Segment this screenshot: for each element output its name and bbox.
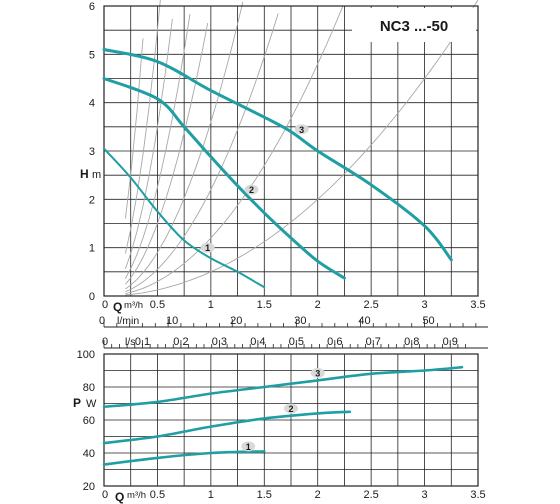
head-chart: 0 1 2 3 4 5 6 H m 0 0.5 1 1.5 2 2.5 3 3.5 Q m³/h 1 2 3 xyxy=(80,0,486,314)
x-tick-label: 2.5 xyxy=(363,299,378,311)
x-axis-label: Q xyxy=(113,300,122,314)
y-tick-label: 60 xyxy=(83,415,95,427)
series-2-label: 2 xyxy=(288,404,293,414)
ls-tick-label: 0.2 xyxy=(173,336,188,348)
chart-title-group: NC3 ...-50 xyxy=(352,8,476,42)
x-tick-label: 3 xyxy=(422,489,428,501)
series-2-line xyxy=(102,410,352,445)
y-tick-label: 0 xyxy=(89,291,95,303)
ls-tick-label: 0.9 xyxy=(443,336,458,348)
y-tick-label: 40 xyxy=(83,448,95,460)
power-chart: 20 40 60 80 100 P W 0 0.5 1 1.5 2 2.5 3 3.5 Q m³/h 1 2 3 xyxy=(73,349,486,504)
series-3-label: 3 xyxy=(315,368,320,378)
plot-frame xyxy=(103,353,479,487)
series-badge xyxy=(284,403,298,414)
series-badge xyxy=(294,124,309,135)
system-curve xyxy=(124,38,144,219)
series-1-label: 1 xyxy=(205,243,210,253)
x-axis-label: Q xyxy=(115,490,124,504)
ls-tick-label: 0.8 xyxy=(404,336,419,348)
ls-tick-label: 0 xyxy=(102,336,108,348)
x-tick-label: 3.5 xyxy=(470,489,485,501)
lmin-tick-label: 50 xyxy=(422,315,434,327)
x-tick-label: 2 xyxy=(315,489,321,501)
y-tick-label: 5 xyxy=(89,49,95,61)
chart-title: NC3 ...-50 xyxy=(380,18,448,35)
system-curve xyxy=(125,23,209,285)
x-tick-label: 3 xyxy=(422,299,428,311)
y-tick-label: 100 xyxy=(77,349,95,361)
y-tick-label: 6 xyxy=(89,1,95,13)
series-2-line xyxy=(102,77,346,280)
x-tick-label: 3.5 xyxy=(470,299,485,311)
system-curve xyxy=(124,0,161,254)
y-tick-label: 80 xyxy=(83,382,95,394)
series-3-line xyxy=(102,48,453,262)
system-curve xyxy=(125,13,279,293)
y-tick-label: 4 xyxy=(89,98,95,110)
lmin-tick-label: 30 xyxy=(294,315,306,327)
ls-tick-label: 0.7 xyxy=(366,336,381,348)
lmin-tick-label: 10 xyxy=(166,315,178,327)
y-axis-unit: W xyxy=(86,398,97,410)
ls-tick-label: 0.1 xyxy=(135,336,150,348)
x-tick-label: 1.5 xyxy=(257,299,272,311)
x-tick-label: 1 xyxy=(208,299,214,311)
series-2-label: 2 xyxy=(249,185,254,195)
x-tick-label: 0.5 xyxy=(150,489,165,501)
x-axis-unit: m³/h xyxy=(127,490,146,501)
system-curve xyxy=(125,0,479,296)
lmin-tick-label: 20 xyxy=(230,315,242,327)
series-badge xyxy=(310,367,325,378)
series-1-label: 1 xyxy=(246,442,251,452)
y-axis-unit: m xyxy=(92,169,101,181)
series-3-label: 3 xyxy=(299,125,304,135)
series-badge xyxy=(241,441,256,452)
x-tick-label: 1 xyxy=(208,489,214,501)
ls-unit-label: l/s xyxy=(125,336,136,348)
x-tick-label: 0.5 xyxy=(150,299,165,311)
title-backdrop xyxy=(352,8,476,42)
lmin-unit-label: l/min xyxy=(117,315,139,327)
y-axis-label: H xyxy=(80,167,89,181)
y-tick-label: 1 xyxy=(89,243,95,255)
system-curve xyxy=(125,1,244,290)
ls-tick-label: 0.4 xyxy=(250,336,265,348)
x-tick-label: 2.5 xyxy=(363,489,378,501)
ls-tick-label: 0.5 xyxy=(289,336,304,348)
x-tick-label: 0 xyxy=(102,299,108,311)
x-tick-label: 2 xyxy=(315,299,321,311)
y-axis-label: P xyxy=(73,396,81,410)
series-1-line xyxy=(103,147,266,289)
system-curve xyxy=(124,18,173,270)
x-tick-label: 0 xyxy=(102,489,108,501)
y-tick-label: 3 xyxy=(89,146,95,158)
system-curve xyxy=(125,6,344,295)
series-1-line xyxy=(102,450,266,466)
lmin-tick-label: 0 xyxy=(99,315,105,327)
x-axis-unit: m³/h xyxy=(124,300,143,311)
plot-frame xyxy=(103,5,479,297)
series-badge xyxy=(244,184,259,195)
series-3-line xyxy=(102,365,464,409)
system-curve xyxy=(125,14,191,279)
lmin-tick-label: 40 xyxy=(358,315,370,327)
series-badge xyxy=(200,242,215,253)
ls-tick-label: 0.3 xyxy=(212,336,227,348)
ls-tick-label: 0.6 xyxy=(327,336,342,348)
y-tick-label: 20 xyxy=(83,481,95,493)
secondary-flow-axes: 0 10 20 30 40 50 l/min 0.1 0.2 0.3 0.4 0.5 0.6 0.7 0.8… xyxy=(99,315,488,349)
y-tick-label: 2 xyxy=(89,194,95,206)
x-tick-label: 1.5 xyxy=(257,489,272,501)
